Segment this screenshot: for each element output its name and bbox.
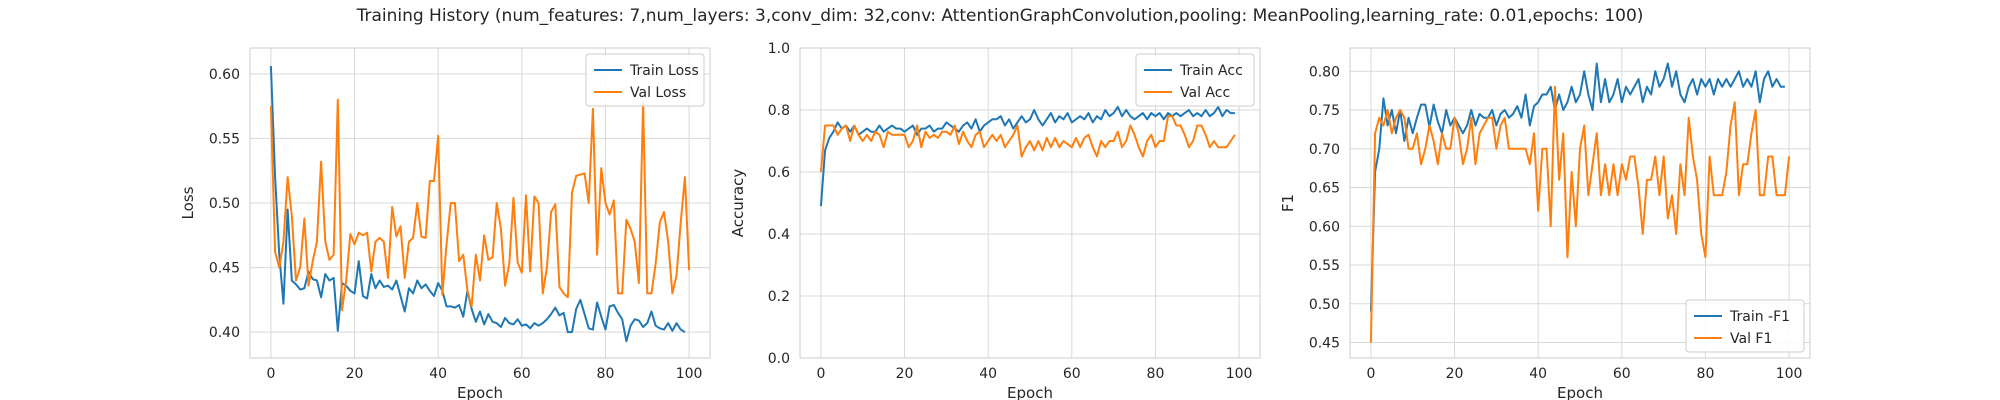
panel-loss: 0 20 40 60 80 100 0.40 0.45 0.50 0.55 0.60 Epoch Los…: [179, 47, 711, 400]
x-tick-label: 40: [1529, 366, 1547, 382]
legend: Train Loss Val Loss: [585, 53, 705, 107]
y-tick-label: 0.45: [209, 261, 240, 277]
x-tick-label: 40: [429, 366, 447, 382]
x-tick-label: 80: [1147, 366, 1165, 382]
y-tick-label: 0.55: [1309, 258, 1340, 274]
legend-entry: Train Acc: [1179, 63, 1243, 79]
y-tick-label: 0.40: [209, 325, 240, 341]
legend-entry: Val F1: [1730, 331, 1772, 347]
y-axis-label: Accuracy: [729, 169, 747, 238]
y-axis-label: Loss: [179, 186, 197, 219]
legend-entry: Train -F1: [1729, 309, 1790, 325]
series-line-train: [269, 66, 686, 343]
x-tick-label: 60: [1063, 366, 1081, 382]
y-tick-label: 1.0: [768, 41, 790, 57]
y-axis-label: F1: [1279, 194, 1297, 212]
chart-panels: 0 20 40 60 80 1000.400.450.500.550.60EpochLos…: [179, 41, 1811, 400]
x-tick-label: 20: [346, 366, 364, 382]
x-tick-label: 80: [1697, 366, 1715, 382]
x-tick-label: 0: [816, 366, 825, 382]
y-tick-label: 0.50: [1309, 297, 1340, 313]
series-line-train: [819, 105, 1235, 207]
y-tick-label: 0.50: [209, 196, 240, 212]
x-tick-label: 20: [896, 366, 914, 382]
axes-frame: [1349, 47, 1811, 359]
x-tick-label: 60: [1613, 366, 1631, 382]
x-tick-label: 100: [676, 366, 703, 382]
series-line-val: [1369, 85, 1791, 343]
y-tick-label: 0.75: [1309, 103, 1340, 119]
y-tick-label: 0.0: [768, 351, 790, 367]
legend-entry: Train Loss: [629, 63, 699, 79]
x-axis-label: Epoch: [1007, 384, 1053, 400]
series-line-val: [819, 115, 1236, 173]
axes-frame: [799, 47, 1261, 359]
legend: Train -F1 Val F1: [1685, 299, 1805, 353]
y-tick-label: 0.8: [768, 103, 790, 119]
y-tick-label: 0.55: [209, 131, 240, 147]
x-axis-label: Epoch: [1557, 384, 1603, 400]
y-tick-label: 0.4: [768, 227, 790, 243]
y-tick-label: 0.6: [768, 165, 790, 181]
x-tick-label: 40: [979, 366, 997, 382]
y-tick-label: 0.80: [1309, 64, 1340, 80]
panel-f1: 0 20 40 60 80 100 0.45 0.50 0.55 0.60 0.65 0.70 0.75…: [1279, 47, 1811, 400]
x-tick-label: 100: [1776, 366, 1803, 382]
y-tick-label: 0.65: [1309, 181, 1340, 197]
x-tick-label: 0: [1366, 366, 1375, 382]
axes-frame: [249, 47, 711, 359]
figure-title: Training History (num_features: 7,num_la…: [356, 6, 1644, 26]
x-tick-label: 80: [597, 366, 615, 382]
legend: Train Acc Val Acc: [1135, 53, 1255, 107]
legend-entry: Val Loss: [630, 85, 686, 101]
panel-accuracy: 0 20 40 60 80 100 0.0 0.2 0.4 0.6 0.8 1.0 Epoch Accur…: [729, 41, 1261, 400]
x-tick-label: 60: [513, 366, 531, 382]
x-tick-label: 20: [1446, 366, 1464, 382]
series-line-val: [269, 98, 691, 312]
legend-entry: Val Acc: [1180, 85, 1230, 101]
y-tick-label: 0.60: [209, 67, 240, 83]
y-tick-label: 0.45: [1309, 336, 1340, 352]
x-tick-label: 100: [1226, 366, 1253, 382]
y-tick-label: 0.70: [1309, 142, 1340, 158]
y-tick-label: 0.60: [1309, 219, 1340, 235]
x-tick-label: 0: [266, 366, 275, 382]
series-line-train: [1369, 62, 1785, 312]
y-tick-label: 0.2: [768, 289, 790, 305]
x-axis-label: Epoch: [457, 384, 503, 400]
